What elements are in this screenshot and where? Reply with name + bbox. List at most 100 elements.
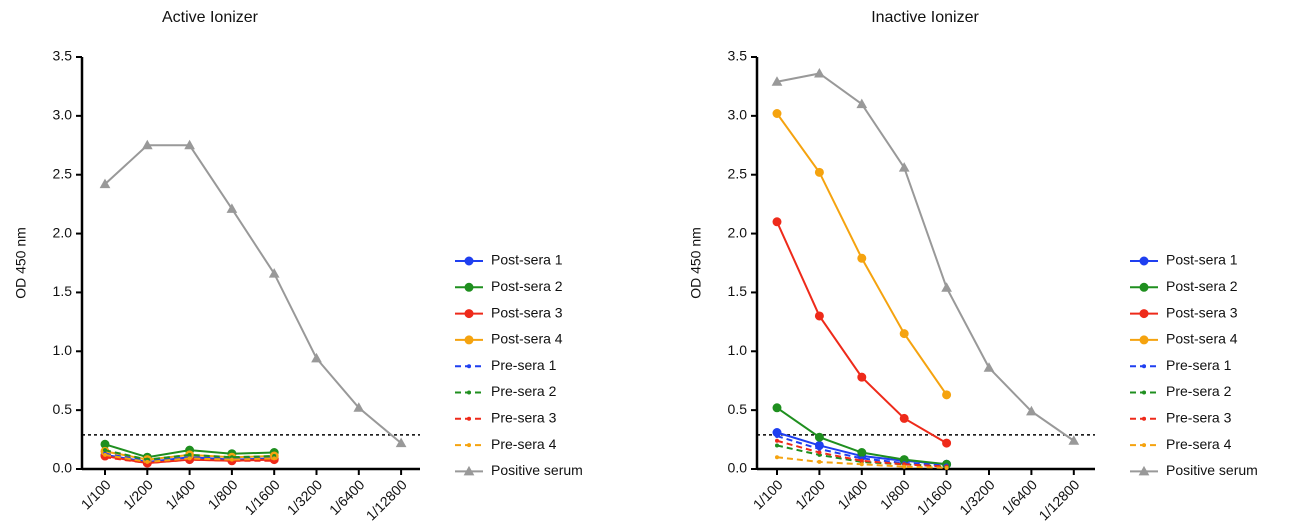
point — [983, 362, 995, 372]
legend-marker — [1142, 364, 1146, 369]
point — [99, 178, 111, 189]
point — [268, 268, 280, 278]
point — [775, 434, 779, 439]
x-tick-label: 1/800 — [205, 476, 241, 512]
point — [942, 438, 952, 448]
point — [226, 203, 238, 213]
legend-marker — [1142, 390, 1146, 395]
point — [814, 311, 824, 321]
y-tick-label: 3.5 — [728, 48, 748, 64]
y-tick-label: 2.5 — [53, 165, 73, 181]
point — [772, 403, 782, 413]
legend-marker — [1142, 443, 1146, 448]
legend-marker — [1139, 282, 1149, 292]
x-tick-label: 1/400 — [834, 476, 870, 512]
point — [859, 462, 864, 467]
legend-marker — [464, 256, 474, 266]
y-tick-label: 0.0 — [53, 460, 73, 476]
point — [353, 402, 365, 412]
point — [857, 372, 867, 382]
legend-label: Pre-sera 4 — [1166, 436, 1232, 452]
point — [771, 76, 783, 86]
x-tick-label: 1/6400 — [326, 476, 368, 518]
chart-title: Active Ionizer — [162, 9, 259, 26]
point — [187, 456, 192, 461]
point — [103, 448, 107, 453]
point — [898, 162, 910, 172]
legend-label: Positive serum — [491, 462, 583, 478]
point — [856, 98, 868, 109]
y-tick-label: 2.5 — [728, 165, 748, 181]
y-tick-label: 3.0 — [728, 107, 748, 123]
point — [942, 390, 952, 400]
legend-label: Post-sera 1 — [491, 252, 563, 268]
legend-label: Post-sera 1 — [1166, 252, 1238, 268]
point — [814, 167, 824, 177]
legend-label: Pre-sera 2 — [1166, 383, 1232, 399]
point — [944, 465, 949, 470]
point — [775, 443, 779, 448]
legend-marker — [1142, 416, 1146, 421]
series-line — [776, 439, 947, 468]
point — [187, 452, 192, 457]
legend-marker — [467, 416, 471, 421]
legend-label: Post-sera 2 — [1166, 278, 1238, 294]
legend-label: Positive serum — [1166, 462, 1258, 478]
legend-label: Post-sera 4 — [1166, 331, 1238, 347]
point — [857, 448, 867, 458]
x-tick-label: 1/200 — [120, 476, 156, 512]
point — [817, 450, 822, 455]
y-tick-label: 1.0 — [53, 342, 73, 358]
y-tick-label: 3.0 — [53, 107, 73, 123]
point — [311, 352, 322, 363]
point — [141, 139, 153, 150]
legend-marker — [1138, 465, 1150, 476]
legend-marker — [1139, 335, 1149, 345]
point — [814, 67, 825, 78]
series-line — [776, 72, 1075, 442]
series-line — [776, 435, 947, 467]
legend-marker — [467, 364, 471, 369]
legend-marker — [1139, 309, 1149, 319]
panel: Active Ionizer OD 450 nm 0.0 0.5 1.0 1.5 2.0 2.… — [13, 9, 583, 523]
x-tick-label: 1/1600 — [914, 476, 956, 518]
x-tick-label: 1/1600 — [241, 476, 283, 518]
x-tick-label: 1/100 — [750, 476, 786, 512]
legend-label: Pre-sera 1 — [491, 357, 557, 373]
point — [814, 432, 824, 442]
x-tick-label: 1/3200 — [956, 476, 998, 518]
x-tick-label: 1/100 — [78, 476, 114, 512]
point — [902, 464, 907, 469]
point — [941, 282, 952, 292]
legend-label: Post-sera 2 — [491, 278, 563, 294]
point — [145, 459, 150, 464]
point — [772, 109, 782, 119]
point — [899, 329, 909, 339]
legend-label: Post-sera 3 — [1166, 304, 1238, 320]
y-axis-label: OD 450 nm — [13, 227, 29, 299]
point — [103, 452, 107, 457]
y-tick-label: 3.5 — [53, 48, 73, 64]
legend-label: Pre-sera 2 — [491, 383, 557, 399]
point — [899, 413, 909, 423]
x-tick-label: 1/12800 — [363, 476, 410, 523]
y-tick-label: 0.0 — [728, 460, 748, 476]
point — [1068, 435, 1080, 445]
point — [184, 139, 195, 150]
y-tick-label: 0.5 — [53, 401, 73, 417]
x-tick-label: 1/6400 — [999, 476, 1041, 518]
point — [1026, 405, 1037, 416]
legend-label: Pre-sera 1 — [1166, 357, 1232, 373]
legend-label: Post-sera 3 — [491, 304, 563, 320]
point — [272, 456, 277, 461]
y-axis-label: OD 450 nm — [688, 227, 704, 299]
x-tick-label: 1/800 — [877, 476, 913, 512]
chart-title: Inactive Ionizer — [871, 9, 979, 26]
legend-label: Pre-sera 4 — [491, 436, 557, 452]
point — [775, 438, 779, 443]
legend-marker — [467, 443, 471, 448]
point — [859, 458, 864, 463]
y-tick-label: 1.0 — [728, 342, 748, 358]
point — [817, 446, 822, 451]
